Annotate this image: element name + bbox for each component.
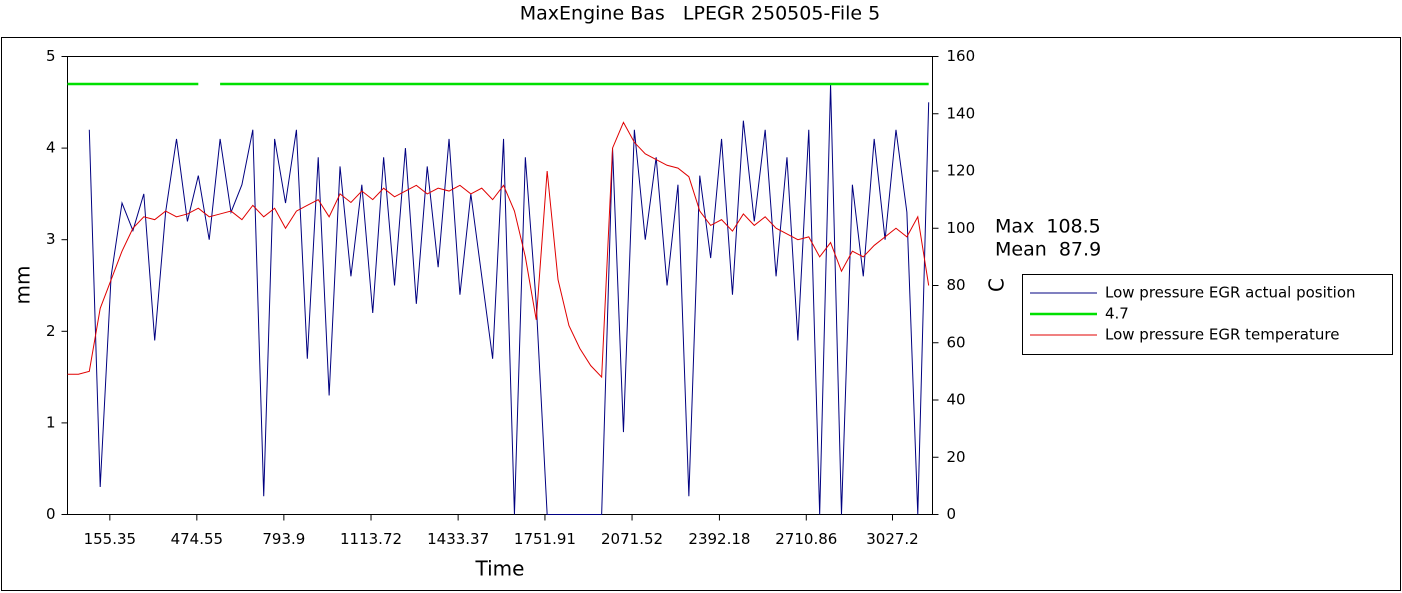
legend-label: Low pressure EGR actual position bbox=[1105, 284, 1356, 302]
y2-tick-label: 0 bbox=[947, 505, 957, 523]
y-tick-label: 4 bbox=[46, 139, 56, 157]
y2-tick-label: 160 bbox=[947, 47, 976, 65]
chart-title: MaxEngine Bas LPEGR 250505-File 5 bbox=[520, 3, 880, 25]
y-tick-label: 1 bbox=[46, 413, 56, 431]
annotation: Max 108.5 bbox=[995, 216, 1101, 238]
x-tick-label: 1751.91 bbox=[514, 530, 576, 548]
legend-label: Low pressure EGR temperature bbox=[1105, 326, 1339, 344]
frame bbox=[1, 37, 1401, 591]
y2-tick-label: 80 bbox=[947, 276, 966, 294]
y2-tick-label: 60 bbox=[947, 333, 966, 351]
x-tick-label: 793.9 bbox=[262, 530, 305, 548]
x-tick-label: 2710.86 bbox=[775, 530, 837, 548]
y2-tick-label: 20 bbox=[947, 448, 966, 466]
y-tick-label: 2 bbox=[46, 322, 56, 340]
y-tick-label: 5 bbox=[46, 47, 56, 65]
x-tick-label: 474.55 bbox=[171, 530, 224, 548]
x-tick-label: 1113.72 bbox=[340, 530, 402, 548]
series-line bbox=[67, 121, 930, 379]
legend bbox=[1022, 274, 1393, 355]
x-tick-label: 3027.2 bbox=[866, 530, 919, 548]
y2-tick-label: 40 bbox=[947, 391, 966, 409]
y2-tick-label: 100 bbox=[947, 219, 976, 237]
annotation: Mean 87.9 bbox=[995, 239, 1101, 261]
series-line bbox=[88, 83, 930, 515]
x-tick-label: 2392.18 bbox=[688, 530, 750, 548]
x-tick-label: 155.35 bbox=[84, 530, 137, 548]
y2-tick-label: 120 bbox=[947, 162, 976, 180]
legend-label: 4.7 bbox=[1105, 305, 1129, 323]
y-axis-label: mm bbox=[11, 266, 35, 305]
y2-tick-label: 140 bbox=[947, 104, 976, 122]
y-tick-label: 0 bbox=[46, 505, 56, 523]
y-tick-label: 3 bbox=[46, 230, 56, 248]
x-axis-label: Time bbox=[475, 557, 525, 581]
x-tick-label: 2071.52 bbox=[601, 530, 663, 548]
y2-axis-label: C bbox=[985, 278, 1009, 292]
x-tick-label: 1433.37 bbox=[427, 530, 489, 548]
